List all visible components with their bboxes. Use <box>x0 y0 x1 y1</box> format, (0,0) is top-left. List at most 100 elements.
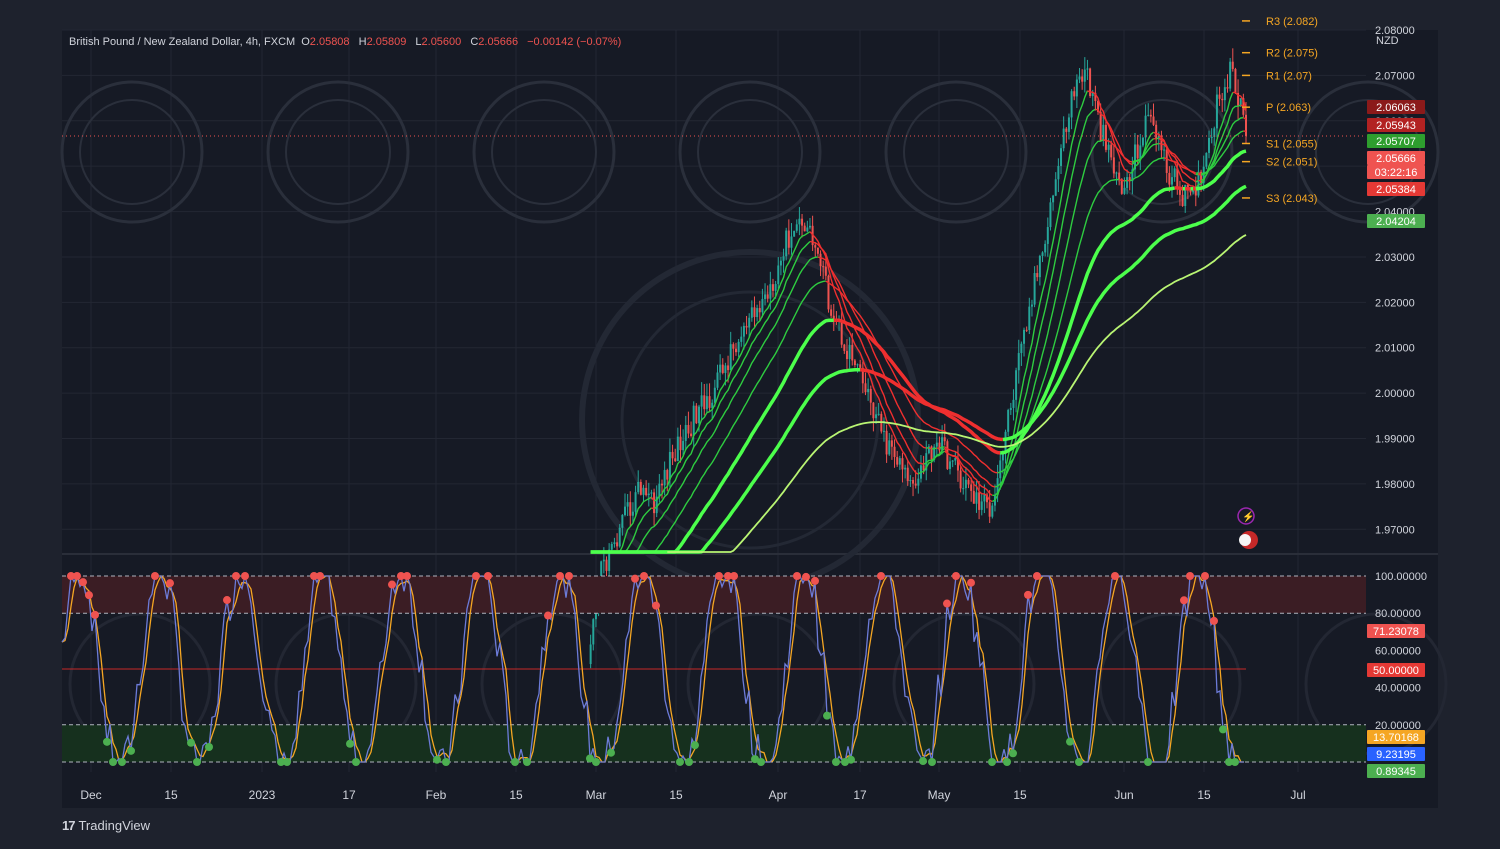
candle[interactable] <box>814 245 816 247</box>
candle[interactable] <box>1055 179 1057 195</box>
candle[interactable] <box>1036 273 1038 277</box>
candle[interactable] <box>679 437 681 450</box>
candle[interactable] <box>687 425 689 434</box>
candle[interactable] <box>909 480 911 481</box>
candle[interactable] <box>809 226 811 228</box>
candle[interactable] <box>672 452 674 458</box>
candle[interactable] <box>661 484 663 486</box>
candle[interactable] <box>1108 145 1110 150</box>
candle[interactable] <box>1245 115 1247 136</box>
candle[interactable] <box>1073 91 1075 96</box>
candle[interactable] <box>1049 202 1051 227</box>
candle[interactable] <box>867 389 869 392</box>
candle[interactable] <box>1216 95 1218 129</box>
candle[interactable] <box>883 431 885 432</box>
tradingview-logo[interactable]: 17 TradingView <box>62 818 150 833</box>
candle[interactable] <box>1142 138 1144 146</box>
candle[interactable] <box>748 318 750 328</box>
candle[interactable] <box>658 484 660 497</box>
candle[interactable] <box>870 389 872 403</box>
candle[interactable] <box>669 452 671 480</box>
candle[interactable] <box>777 265 779 284</box>
candle[interactable] <box>936 443 938 447</box>
candle[interactable] <box>761 299 763 312</box>
candle[interactable] <box>1221 99 1223 100</box>
candle[interactable] <box>886 431 888 455</box>
candle[interactable] <box>859 364 861 368</box>
candle[interactable] <box>894 447 896 457</box>
candle[interactable] <box>1086 69 1088 70</box>
candle[interactable] <box>735 349 737 352</box>
candle[interactable] <box>1071 91 1073 117</box>
candle[interactable] <box>1065 129 1067 132</box>
candle[interactable] <box>772 284 774 291</box>
candle[interactable] <box>793 231 795 237</box>
candle[interactable] <box>1010 408 1012 410</box>
candle[interactable] <box>1155 125 1157 139</box>
candle[interactable] <box>989 502 991 516</box>
candle[interactable] <box>960 471 962 489</box>
candle[interactable] <box>746 326 748 328</box>
candle[interactable] <box>635 492 637 512</box>
candle[interactable] <box>1116 173 1118 174</box>
candle[interactable] <box>1227 87 1229 88</box>
candle[interactable] <box>1118 173 1120 180</box>
candle[interactable] <box>642 488 644 495</box>
candle[interactable] <box>637 482 639 492</box>
candle[interactable] <box>1042 252 1044 256</box>
candle[interactable] <box>592 619 594 644</box>
candle[interactable] <box>1166 150 1168 173</box>
candle[interactable] <box>1219 95 1221 99</box>
candle[interactable] <box>1031 305 1033 307</box>
candle[interactable] <box>1208 138 1210 153</box>
candle[interactable] <box>1068 117 1070 131</box>
candle[interactable] <box>666 470 668 480</box>
candle[interactable] <box>682 441 684 450</box>
candle[interactable] <box>751 307 753 317</box>
candle[interactable] <box>891 440 893 446</box>
candle[interactable] <box>640 482 642 495</box>
candle[interactable] <box>1081 76 1083 81</box>
candle[interactable] <box>954 458 956 461</box>
candle[interactable] <box>851 345 853 361</box>
candle[interactable] <box>938 443 940 451</box>
candle[interactable] <box>1105 125 1107 150</box>
candle[interactable] <box>722 365 724 373</box>
candle[interactable] <box>1012 400 1014 408</box>
candle[interactable] <box>674 458 676 461</box>
candle[interactable] <box>1060 148 1062 166</box>
candle[interactable] <box>732 344 734 349</box>
candle[interactable] <box>1147 115 1149 116</box>
candle[interactable] <box>857 364 859 365</box>
candle[interactable] <box>716 372 718 387</box>
candle[interactable] <box>738 342 740 352</box>
candle[interactable] <box>632 512 634 516</box>
candle[interactable] <box>983 495 985 502</box>
candle[interactable] <box>1057 166 1059 179</box>
candle[interactable] <box>991 506 993 517</box>
candle[interactable] <box>701 395 703 406</box>
candle[interactable] <box>1020 344 1022 353</box>
candle[interactable] <box>907 468 909 481</box>
candle[interactable] <box>740 337 742 342</box>
candle[interactable] <box>780 261 782 266</box>
candle[interactable] <box>1137 144 1139 158</box>
candle[interactable] <box>904 468 906 470</box>
candle[interactable] <box>968 480 970 485</box>
candle[interactable] <box>843 345 845 351</box>
candle[interactable] <box>946 441 948 469</box>
candle[interactable] <box>822 266 824 267</box>
candle[interactable] <box>1197 172 1199 196</box>
candle[interactable] <box>603 560 605 562</box>
candle[interactable] <box>978 492 980 510</box>
candle[interactable] <box>621 515 623 528</box>
candle[interactable] <box>727 365 729 370</box>
candle[interactable] <box>1211 137 1213 138</box>
candle[interactable] <box>605 560 607 571</box>
candle[interactable] <box>854 360 856 365</box>
candle[interactable] <box>817 248 819 254</box>
candle[interactable] <box>973 491 975 504</box>
candle[interactable] <box>798 219 800 225</box>
candle[interactable] <box>949 461 951 469</box>
candle[interactable] <box>806 227 808 231</box>
